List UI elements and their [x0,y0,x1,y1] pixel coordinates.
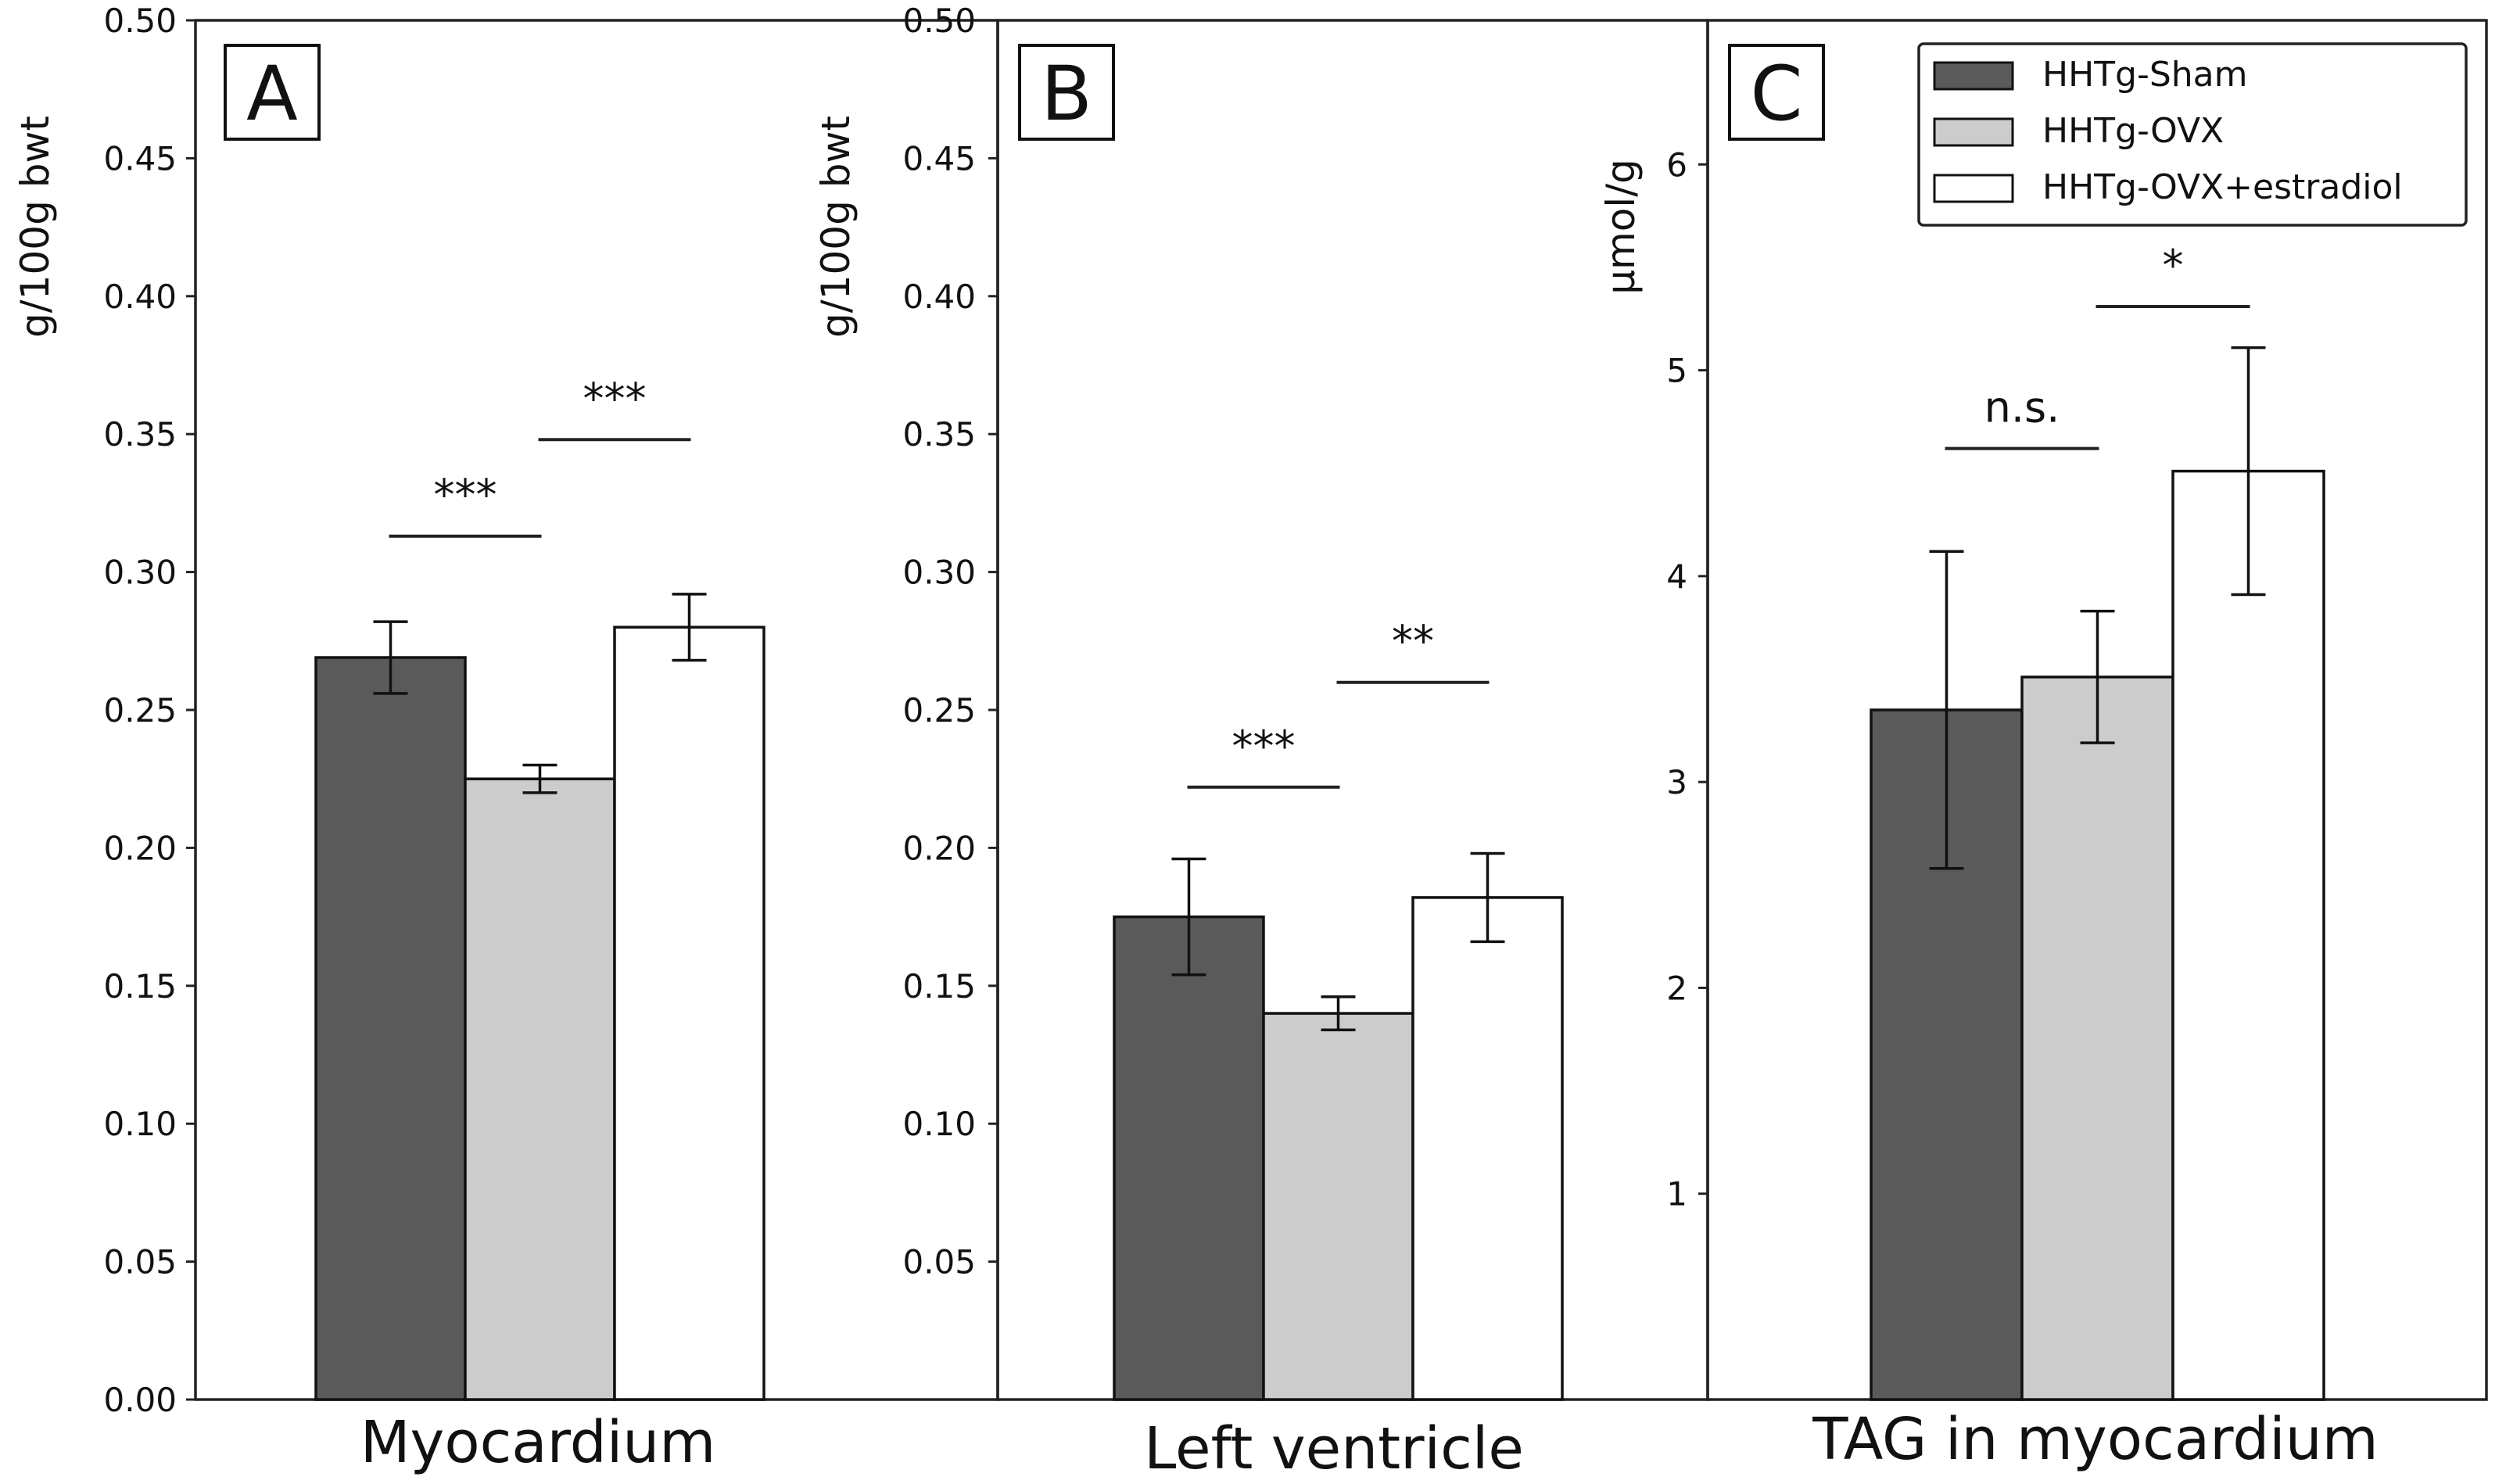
panel-b-ytick-label: 0.40 [902,278,976,316]
panel-b-ytick-label: 0.35 [902,415,976,453]
panel-c-xlabel: TAG in myocardium [1812,1406,2378,1473]
panel-c-significance-label-2: * [2163,241,2184,290]
panel-a-bar-estradiol [613,626,765,1401]
panel-b-bar-ovx [1262,1012,1414,1401]
panel-a-ytick-label: 0.30 [103,554,177,592]
panel-b-ytick-label: 0.45 [902,139,976,177]
legend-swatch-estradiol [1933,174,2014,203]
panel-a-significance-label-2: *** [583,374,647,423]
panel-c-ytick-label: 6 [1666,145,1687,184]
panel-a-ytick-label: 0.45 [103,139,177,177]
panel-b-significance-label-1: *** [1232,722,1296,771]
legend-swatch-ovx [1933,117,2014,147]
panel-c-ytick-label: 3 [1666,763,1687,801]
panel-a-ytick-label: 0.15 [103,967,177,1005]
legend-label-ovx: HHTg-OVX [2042,111,2224,151]
panel-c-significance-label-1: n.s. [1984,383,2060,432]
panel-c-bar-estradiol [2171,469,2325,1401]
panel-b-ytick-label: 0.25 [902,691,976,729]
legend: HHTg-Sham HHTg-OVX HHTg-OVX+estradiol [1917,42,2468,227]
panel-a-letter-box [224,44,321,141]
legend-frame [1917,42,2468,227]
panel-c-bar-ovx [2020,676,2174,1401]
panel-c-ylabel: μmol/g [1598,159,1644,295]
panel-a-xlabel: Myocardium [360,1409,716,1476]
panel-c-letter: C [1750,50,1802,138]
panel-a-bar-sham [314,656,467,1401]
legend-swatch-sham [1933,61,2014,91]
panel-b-bar-estradiol [1411,896,1564,1401]
panel-a-bar-ovx [464,777,616,1401]
panel-c-ytick-label: 5 [1666,352,1687,390]
panel-b-bar-sham [1113,915,1265,1401]
panel-b-ylabel: g/100g bwt [813,116,859,338]
panel-b-ytick-label: 0.05 [902,1243,976,1281]
panel-b-ytick-label: 0.20 [902,829,976,867]
panel-b-ytick-label: 0.30 [902,554,976,592]
panel-c-ytick-label: 1 [1666,1175,1687,1213]
panel-a-significance-label-1: *** [434,471,497,520]
panel-c: 1 2 3 4 5 6 n.s. * [1666,19,2488,1401]
legend-label-sham: HHTg-Sham [2042,55,2248,95]
legend-label-estradiol: HHTg-OVX+estradiol [2042,167,2403,207]
panel-a-ytick-label: 0.25 [103,691,177,729]
panel-a-ytick-label: 0.35 [103,415,177,453]
panel-a-ytick-label: 0.50 [103,2,177,40]
panel-a-ytick-label: 0.05 [103,1243,177,1281]
panel-a-ytick-label: 0.40 [103,278,177,316]
panel-a-ytick-label: 0.10 [103,1105,177,1143]
panel-b: 0.05 0.10 0.15 0.20 0.25 0.30 0.35 0.40 0.45 0.50… [902,2,1709,1401]
panel-c-letter-box [1728,44,1825,141]
panel-a-ylabel: g/100g bwt [13,116,58,338]
panel-b-significance-label-2: ** [1392,617,1434,666]
panel-b-ytick-label: 0.15 [902,967,976,1005]
panel-a-ytick-label: 0.20 [103,829,177,867]
panel-b-ytick-label: 0.10 [902,1105,976,1143]
panel-c-ytick-label: 4 [1666,557,1687,596]
panel-c-ytick-label: 2 [1666,969,1687,1007]
panel-a-ytick-label: 0.00 [103,1381,177,1419]
panel-b-letter-box [1018,44,1115,141]
panel-a: 0.00 0.05 0.10 0.15 0.20 0.25 0.30 0.35 0.40 0.45… [103,2,999,1419]
panel-a-letter: A [246,50,298,138]
panel-b-ytick-label: 0.50 [902,2,976,40]
panel-b-letter: B [1041,50,1092,138]
panel-b-xlabel: Left ventricle [1144,1415,1524,1482]
